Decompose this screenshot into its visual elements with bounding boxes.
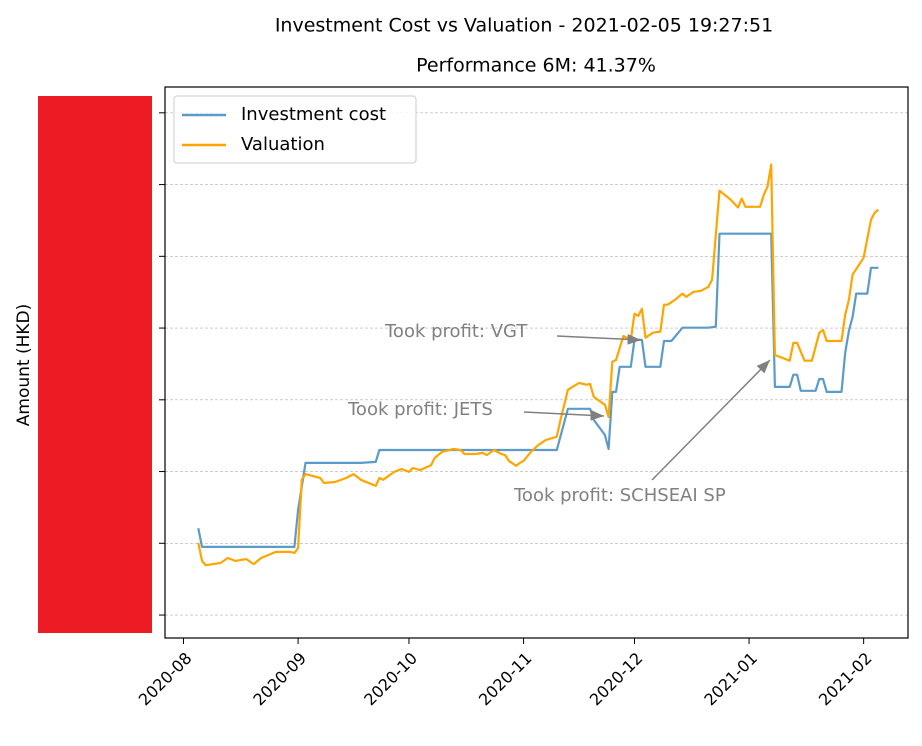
x-tick-label: 2020-11 — [475, 649, 536, 710]
x-tick-label: 2020-12 — [586, 649, 647, 710]
x-tick-label: 2020-10 — [360, 649, 421, 710]
x-tick-label: 2020-08 — [135, 649, 196, 710]
annotation-arrow — [651, 359, 771, 481]
chart-subtitle: Performance 6M: 41.37% — [416, 55, 656, 77]
series-line — [197, 163, 880, 567]
series-line — [197, 232, 879, 548]
legend-label: Valuation — [241, 134, 325, 155]
y-axis-label: Amount (HKD) — [14, 304, 34, 427]
legend-box — [173, 95, 417, 164]
annotation: Took profit: VGT — [384, 321, 528, 342]
annotation: Took profit: JETS — [347, 399, 493, 420]
chart-title: Investment Cost vs Valuation - 2021-02-0… — [275, 15, 773, 37]
annotation-arrow — [556, 333, 642, 345]
redaction-box — [38, 96, 152, 633]
legend: Investment cost Valuation — [173, 95, 417, 164]
annotation-arrow — [523, 409, 605, 421]
annotation: Took profit: SCHSEAI SP — [513, 485, 726, 506]
legend-label: Investment cost — [241, 104, 386, 125]
x-tick-label: 2020-09 — [249, 649, 310, 710]
x-tick-label: 2021-01 — [700, 649, 761, 710]
plot-frame — [164, 86, 909, 639]
x-tick-label: 2021-02 — [815, 649, 876, 710]
